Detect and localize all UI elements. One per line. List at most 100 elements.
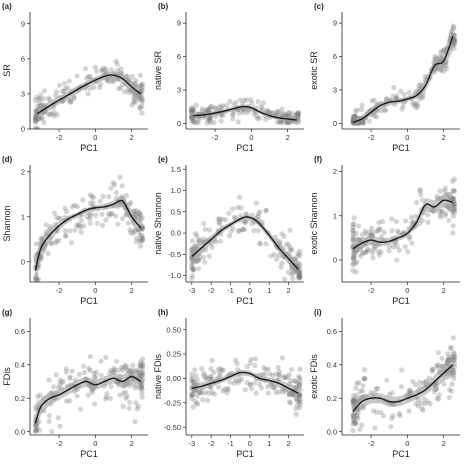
data-point: [211, 120, 217, 126]
data-point: [262, 371, 268, 378]
data-point: [296, 274, 303, 280]
data-point: [60, 88, 66, 94]
data-point: [378, 249, 384, 255]
data-point: [443, 66, 449, 72]
panel-b: (b) -2 0 2 0 3 6 9 PC1 native SR: [153, 2, 304, 153]
data-point: [108, 211, 115, 217]
smooth-line: [352, 364, 454, 413]
data-point: [451, 360, 458, 367]
data-point: [62, 85, 68, 92]
data-point: [133, 207, 140, 214]
data-point: [282, 375, 288, 381]
data-point: [355, 415, 361, 421]
data-point: [217, 238, 223, 244]
data-point: [208, 373, 214, 379]
data-point: [51, 384, 57, 390]
data-point: [68, 97, 74, 103]
data-point: [400, 103, 406, 109]
data-point: [190, 108, 196, 114]
data-point: [350, 260, 356, 266]
data-point: [74, 73, 80, 79]
data-point: [406, 388, 412, 394]
y-axis-title: exotic SR: [309, 51, 319, 90]
y-tick-label: 0.0: [15, 427, 25, 436]
data-point: [256, 115, 263, 121]
data-point: [406, 89, 412, 96]
data-point: [84, 214, 90, 220]
data-point: [139, 88, 146, 94]
data-point: [350, 224, 356, 230]
data-point: [139, 394, 145, 400]
data-point: [46, 95, 52, 101]
data-point: [297, 269, 303, 276]
data-point: [435, 362, 442, 368]
data-point: [132, 418, 138, 425]
data-point: [235, 380, 242, 386]
data-point: [420, 380, 427, 386]
data-point: [297, 269, 303, 275]
data-point: [54, 214, 60, 220]
data-point: [57, 423, 63, 429]
y-tick-label: 3: [333, 86, 337, 95]
data-point: [410, 100, 416, 106]
data-point: [130, 362, 136, 368]
data-point: [188, 106, 195, 112]
data-point: [230, 116, 236, 122]
y-tick-label: 3: [21, 90, 25, 99]
data-point: [81, 369, 88, 376]
panel-tag: (b): [158, 2, 169, 11]
data-point: [66, 78, 72, 84]
data-point: [219, 367, 225, 373]
data-point: [118, 85, 124, 91]
data-point: [220, 112, 226, 119]
data-point: [191, 119, 198, 125]
data-point: [139, 215, 145, 221]
data-point: [290, 111, 296, 117]
data-point: [48, 240, 55, 247]
data-point: [292, 378, 298, 384]
data-point: [419, 405, 425, 412]
x-tick-label: -3: [188, 286, 195, 295]
data-point: [415, 403, 421, 409]
panel-tag: (g): [2, 308, 13, 317]
data-point: [350, 222, 356, 228]
data-point: [350, 268, 356, 274]
data-point: [139, 103, 145, 109]
confidence-band: [352, 353, 453, 420]
data-point: [276, 389, 282, 395]
data-point: [274, 256, 280, 262]
y-tick-label: 0: [333, 119, 337, 128]
data-point: [258, 385, 265, 391]
data-point: [434, 362, 440, 368]
x-tick-label: 0: [248, 286, 252, 295]
data-point: [208, 366, 214, 372]
y-tick-label: -1.0: [168, 271, 181, 280]
data-point: [63, 233, 69, 239]
data-point: [413, 104, 419, 111]
data-point: [236, 228, 242, 234]
data-point: [350, 228, 356, 234]
data-point: [67, 374, 73, 380]
data-point: [111, 78, 117, 85]
data-point: [71, 202, 78, 208]
smooth-line: [34, 199, 142, 271]
data-point: [373, 114, 380, 120]
y-axis-title: native Shannon: [153, 192, 163, 255]
data-point: [33, 427, 39, 433]
y-tick-label: 6: [333, 52, 337, 61]
data-point: [277, 239, 283, 245]
data-point: [439, 208, 445, 214]
data-point: [434, 395, 440, 402]
data-point: [137, 211, 143, 217]
data-point: [208, 115, 214, 121]
x-tick-label: -2: [208, 286, 215, 295]
data-point: [126, 405, 132, 411]
data-point: [137, 243, 143, 249]
data-point: [134, 406, 141, 412]
data-point: [447, 345, 454, 351]
data-point: [87, 200, 93, 206]
data-point: [279, 260, 285, 266]
data-point: [277, 119, 283, 126]
data-point: [451, 351, 457, 357]
data-point: [129, 102, 135, 108]
